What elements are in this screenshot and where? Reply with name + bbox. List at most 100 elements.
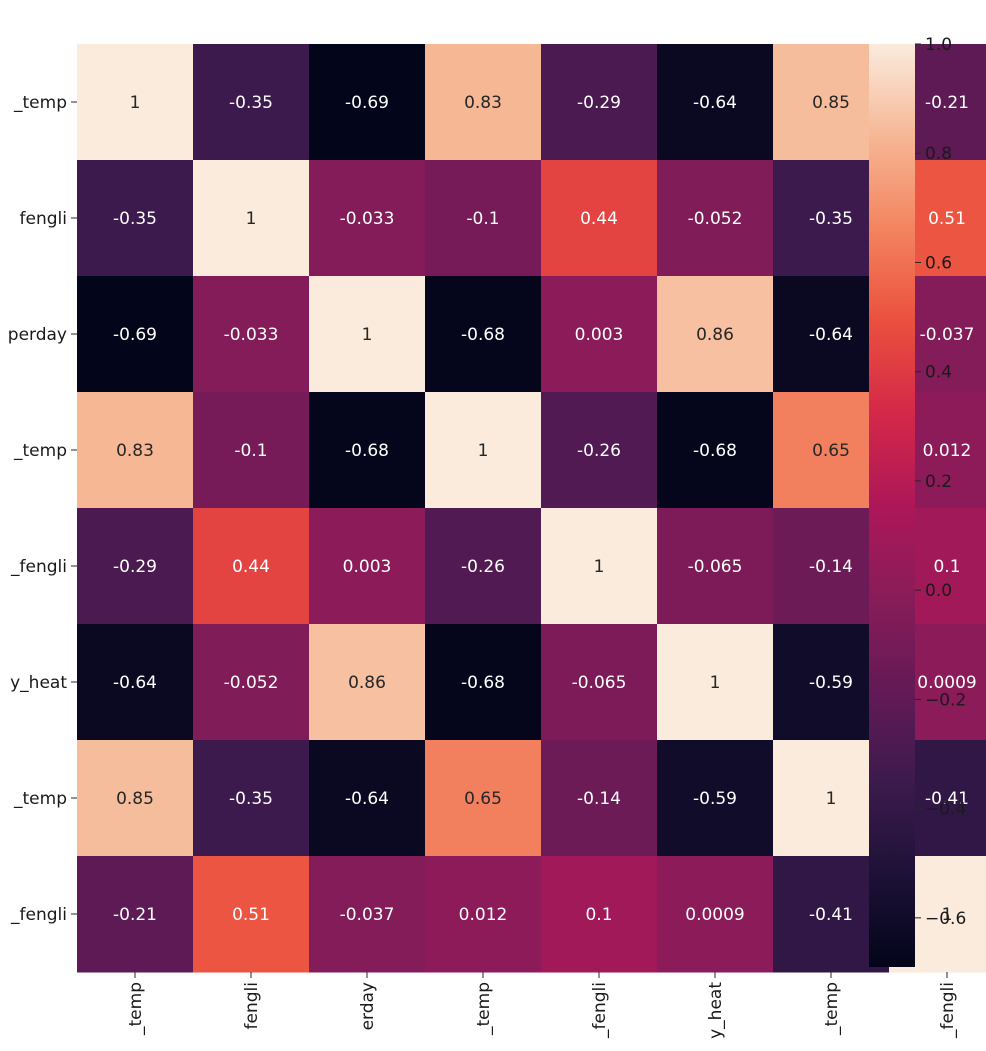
heatmap-cell xyxy=(77,276,194,393)
column-tick-label: _temp xyxy=(474,982,494,1036)
cell-value-label: 1 xyxy=(130,93,141,113)
heatmap-cell xyxy=(309,276,426,393)
heatmap-cell xyxy=(425,508,542,625)
cell-value-label: -0.26 xyxy=(461,557,505,577)
cell-value-label: 0.44 xyxy=(580,209,618,229)
cell-value-label: 1 xyxy=(478,441,489,461)
heatmap-cell xyxy=(541,44,658,161)
heatmap-cell xyxy=(425,856,542,973)
heatmap-cell xyxy=(193,44,310,161)
cell-value-label: -0.065 xyxy=(572,673,627,693)
cell-value-label: 0.85 xyxy=(812,93,850,113)
heatmap-cell xyxy=(77,740,194,857)
heatmap-cell xyxy=(309,392,426,509)
heatmap-cell xyxy=(541,276,658,393)
heatmap-cell xyxy=(541,160,658,277)
heatmap-cells: 1 -0.35 -0.69 0.83 -0.29 -0.64 0.85 -0.21 -0.35 1… xyxy=(77,44,986,973)
cell-value-label: 1 xyxy=(710,673,721,693)
heatmap-cell xyxy=(657,856,774,973)
cell-value-label: -0.68 xyxy=(461,673,505,693)
cell-value-label: 0.83 xyxy=(116,441,154,461)
cell-value-label: 0.1 xyxy=(933,557,960,577)
heatmap-cell xyxy=(193,740,310,857)
colorbar-tick-label: −0.2 xyxy=(925,690,966,710)
colorbar-tick-label: 0.6 xyxy=(925,253,952,273)
cell-value-label: -0.21 xyxy=(925,93,969,113)
heatmap-cell xyxy=(193,160,310,277)
row-tick-label: fengli xyxy=(20,209,67,229)
cell-value-label: 0.65 xyxy=(464,789,502,809)
heatmap-cell xyxy=(77,392,194,509)
row-tick-label: perday xyxy=(8,325,67,345)
cell-value-label: -0.69 xyxy=(345,93,389,113)
heatmap-cell xyxy=(77,508,194,625)
cell-value-label: 1 xyxy=(246,209,257,229)
cell-value-label: -0.033 xyxy=(224,325,279,345)
heatmap-cell xyxy=(541,508,658,625)
cell-value-label: -0.29 xyxy=(577,93,621,113)
row-tick-label: _fengli xyxy=(10,557,67,577)
cell-value-label: -0.21 xyxy=(113,905,157,925)
cell-value-label: 0.51 xyxy=(232,905,270,925)
heatmap-cell xyxy=(309,508,426,625)
colorbar-tick-label: 0.8 xyxy=(925,144,952,164)
cell-value-label: 1 xyxy=(594,557,605,577)
column-tick-label: fengli xyxy=(242,982,262,1029)
heatmap-cell xyxy=(541,856,658,973)
cell-value-label: -0.64 xyxy=(809,325,853,345)
colorbar-tick-label: 1.0 xyxy=(925,35,952,55)
heatmap-cell xyxy=(77,160,194,277)
cell-value-label: -0.1 xyxy=(234,441,267,461)
cell-value-label: -0.35 xyxy=(113,209,157,229)
heatmap-cell xyxy=(309,160,426,277)
heatmap-cell xyxy=(193,508,310,625)
cell-value-label: 0.012 xyxy=(459,905,508,925)
heatmap-cell xyxy=(425,44,542,161)
colorbar-tick-label: −0.6 xyxy=(925,909,966,929)
cell-value-label: -0.41 xyxy=(925,789,969,809)
heatmap-cell xyxy=(541,392,658,509)
cell-value-label: -0.037 xyxy=(920,325,975,345)
column-tick-label: _temp xyxy=(822,982,842,1036)
cell-value-label: 0.44 xyxy=(232,557,270,577)
row-tick-label: _temp xyxy=(13,93,67,113)
cell-value-label: -0.68 xyxy=(345,441,389,461)
heatmap-cell xyxy=(657,44,774,161)
row-tick-label: _temp xyxy=(13,789,67,809)
row-tick-label: y_heat xyxy=(10,673,67,693)
colorbar-gradient xyxy=(869,44,915,967)
heatmap-cell xyxy=(657,276,774,393)
colorbar-tick-label: 0.4 xyxy=(925,363,952,383)
cell-value-label: 0.83 xyxy=(464,93,502,113)
heatmap-cell xyxy=(309,856,426,973)
cell-value-label: -0.35 xyxy=(809,209,853,229)
heatmap-cell xyxy=(541,740,658,857)
cell-value-label: -0.68 xyxy=(461,325,505,345)
cell-value-label: -0.29 xyxy=(113,557,157,577)
colorbar: 1.0 0.8 0.6 0.4 0.2 0.0 −0.2 −0.4 −0.6 xyxy=(869,35,966,967)
row-tick-label: _fengli xyxy=(10,905,67,925)
cell-value-label: 0.1 xyxy=(585,905,612,925)
heatmap-cell xyxy=(309,624,426,741)
column-tick-label: _fengli xyxy=(938,982,958,1039)
heatmap-cell xyxy=(193,624,310,741)
column-tick-label: _temp xyxy=(126,982,146,1036)
cell-value-label: -0.59 xyxy=(693,789,737,809)
cell-value-label: -0.64 xyxy=(345,789,389,809)
cell-value-label: -0.35 xyxy=(229,93,273,113)
cell-value-label: -0.14 xyxy=(577,789,621,809)
cell-value-label: -0.35 xyxy=(229,789,273,809)
heatmap-cell xyxy=(425,740,542,857)
heatmap-cell xyxy=(425,392,542,509)
cell-value-label: 0.51 xyxy=(928,209,966,229)
heatmap-cell xyxy=(193,276,310,393)
heatmap-cell xyxy=(657,508,774,625)
cell-value-label: -0.052 xyxy=(688,209,743,229)
heatmap-cell xyxy=(309,44,426,161)
heatmap-cell xyxy=(657,160,774,277)
heatmap-cell xyxy=(657,392,774,509)
cell-value-label: -0.037 xyxy=(340,905,395,925)
column-tick-label: erday xyxy=(358,982,378,1030)
cell-value-label: -0.1 xyxy=(466,209,499,229)
